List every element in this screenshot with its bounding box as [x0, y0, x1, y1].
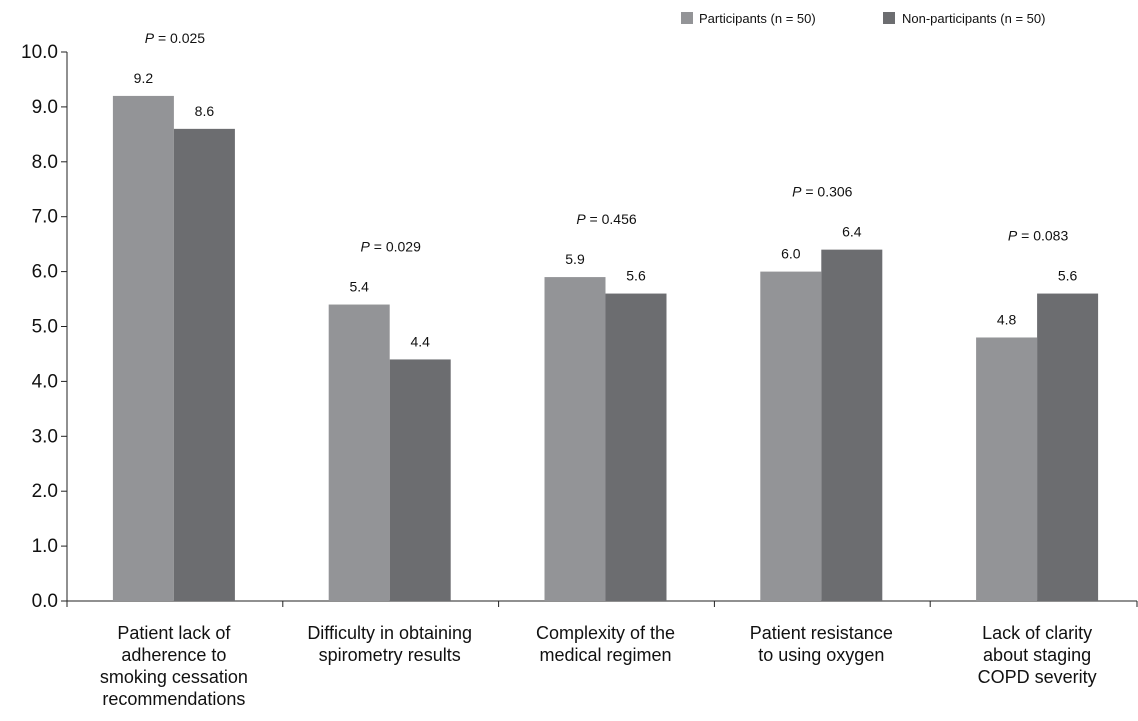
legend: Participants (n = 50) Non-participants (n… [681, 11, 1045, 26]
y-tick-label: 6.0 [32, 262, 58, 283]
bar-participants [976, 337, 1038, 601]
p-value-label: P = 0.456 [576, 211, 637, 227]
p-value-label: P = 0.083 [1008, 228, 1069, 244]
p-value-label: P = 0.306 [792, 184, 853, 200]
bar-non-participants [605, 293, 667, 601]
category-label: Patient lack of adherence to smoking cessa… [100, 623, 248, 709]
legend-label: Non-participants (n = 50) [902, 11, 1045, 26]
y-tick-label: 4.0 [32, 371, 58, 392]
category-label: Complexity of the medical regimen [536, 623, 675, 665]
y-tick-label: 1.0 [32, 536, 58, 557]
bar-non-participants [389, 359, 451, 601]
bar-participants [544, 277, 606, 601]
y-tick-label: 2.0 [32, 481, 58, 502]
value-label: 8.6 [195, 103, 215, 119]
value-label: 5.6 [1058, 268, 1078, 284]
value-label: 6.4 [842, 224, 862, 240]
bar-participants [760, 271, 822, 601]
axes: 0.0 1.0 2.0 3.0 4.0 5.0 6.0 7.0 8.0 9.0 10.0 [21, 42, 1138, 612]
category-label: Lack of clarity about staging COPD severit… [978, 623, 1097, 687]
category-label: Difficulty in obtaining spirometry result… [307, 623, 472, 665]
bar-non-participants [1037, 293, 1099, 601]
y-tick-label: 3.0 [32, 426, 58, 447]
legend-label: Participants (n = 50) [699, 11, 816, 26]
p-value-label: P = 0.029 [361, 239, 422, 255]
legend-swatch [883, 12, 895, 24]
category-label: Patient resistance to using oxygen [750, 623, 893, 665]
y-tick-label: 0.0 [32, 591, 58, 612]
bar-participants [112, 95, 174, 602]
bar-non-participants [173, 128, 235, 602]
value-label: 9.2 [134, 70, 154, 86]
y-tick-label: 5.0 [32, 317, 58, 338]
p-value-label: P = 0.025 [145, 30, 206, 46]
y-tick-label: 9.0 [32, 97, 58, 118]
value-label: 4.8 [997, 311, 1017, 327]
y-tick-label: 7.0 [32, 207, 58, 228]
value-label: 5.6 [626, 268, 646, 284]
value-label: 5.4 [349, 279, 369, 295]
y-tick-label: 8.0 [32, 152, 58, 173]
legend-swatch [681, 12, 693, 24]
value-label: 5.9 [565, 251, 585, 267]
value-label: 6.0 [781, 246, 801, 262]
bar-non-participants [821, 249, 883, 601]
value-label: 4.4 [410, 333, 430, 349]
labels: 9.2 8.6 P = 0.025 Patient lack of adherence … [100, 30, 1097, 709]
bars [112, 95, 1099, 602]
y-tick-label: 10.0 [21, 42, 58, 63]
bar-participants [328, 304, 390, 601]
